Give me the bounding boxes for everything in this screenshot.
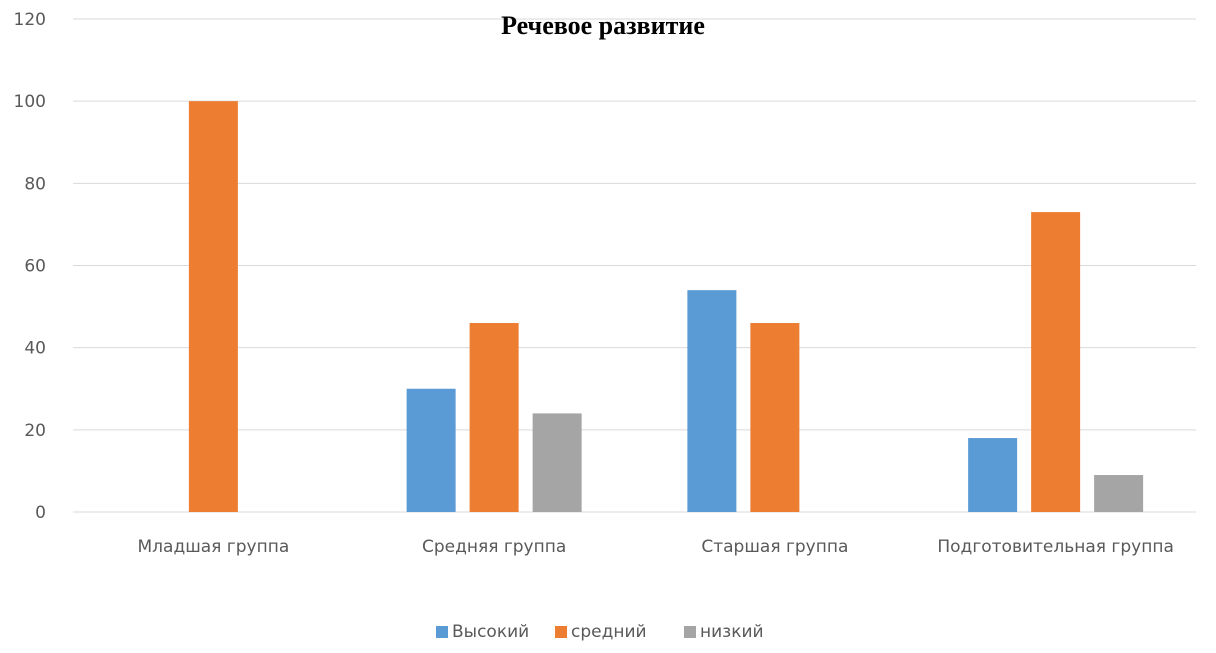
legend-label-1: Высокий [452,622,529,642]
x-tick-label-1: Младшая группа [138,537,290,557]
legend: Высокий средний низкий [436,622,764,642]
y-tick-label-100: 100 [14,92,46,112]
x-tick-label-3: Старшая группа [701,537,848,557]
y-tick-label-20: 20 [24,421,46,441]
y-tick-label-0: 0 [35,503,46,523]
legend-item-2: средний [555,622,647,642]
legend-swatch-3 [684,626,696,638]
y-tick-label-60: 60 [24,257,46,277]
legend-label-3: низкий [700,622,764,642]
legend-swatch-1 [436,626,448,638]
bar-2-2 [469,323,519,512]
bar-1-3 [687,290,737,512]
y-axis-tick-labels: 0 20 40 60 80 100 120 [14,10,46,523]
x-tick-label-4: Подготовительная группа [937,537,1173,557]
bar-2-1 [188,101,238,513]
bars [188,101,1144,513]
grid-lines [73,18,1196,513]
y-tick-label-120: 120 [14,10,46,30]
bar-3-2 [532,413,582,512]
legend-item-3: низкий [684,622,764,642]
bar-2-4 [1031,212,1081,512]
x-axis-tick-labels: Младшая группа Средняя группа Старшая груп… [138,537,1174,557]
chart-title: Речевое развитие [501,11,705,40]
x-tick-label-2: Средняя группа [422,537,566,557]
y-tick-label-80: 80 [24,174,46,194]
bar-2-3 [750,323,800,512]
bar-3-4 [1094,475,1144,512]
bar-1-2 [406,388,456,512]
legend-label-2: средний [571,622,647,642]
legend-item-1: Высокий [436,622,529,642]
y-tick-label-40: 40 [24,339,46,359]
legend-swatch-2 [555,626,567,638]
bar-1-4 [968,438,1018,512]
